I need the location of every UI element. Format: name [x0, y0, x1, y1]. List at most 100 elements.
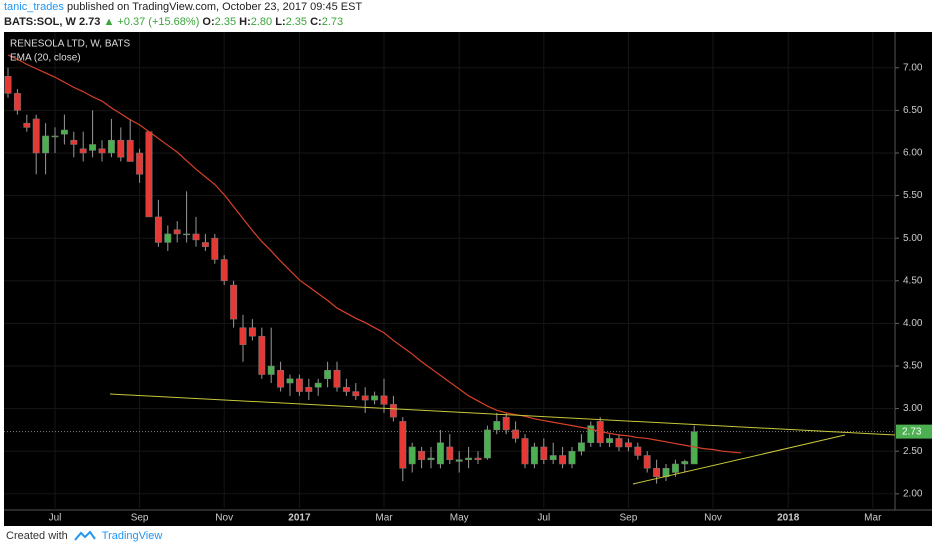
candle-body [13, 93, 21, 111]
candle-body [305, 387, 313, 392]
candle-body [173, 229, 181, 235]
candle-body [559, 455, 567, 465]
y-tick-label: 5.00 [903, 233, 923, 244]
y-tick-label: 4.00 [903, 318, 923, 329]
candle-body [446, 446, 454, 460]
candle-body [220, 259, 228, 282]
x-tick-label: Nov [215, 513, 233, 524]
candle-body [51, 135, 59, 138]
candle-body [530, 446, 538, 465]
x-tick-label: 2018 [777, 513, 800, 524]
y-tick-label: 5.50 [903, 190, 923, 201]
candle-body [380, 395, 388, 405]
open-label: O: [202, 16, 215, 28]
chart-background [4, 32, 932, 526]
trendline [632, 434, 846, 485]
y-tick-label: 2.50 [903, 446, 923, 457]
last: 2.73 [78, 16, 101, 28]
x-tick-label: Sep [131, 513, 149, 524]
header: tanic_trades published on TradingView.co… [4, 0, 362, 30]
candle-body [154, 216, 162, 243]
candle-body [79, 148, 87, 154]
candle-body [587, 425, 595, 443]
y-tick-label: 6.00 [903, 148, 923, 159]
candle-body [615, 438, 623, 448]
published: published on TradingView.com, October 23… [67, 1, 363, 13]
change: +0.37 (+15.68%) [117, 16, 200, 28]
candle-body [577, 442, 585, 452]
candle-body [681, 461, 689, 465]
candle-body [474, 457, 482, 460]
candle-body [32, 118, 40, 154]
candle-body [267, 365, 275, 375]
drawings [109, 393, 895, 485]
candle-body [352, 391, 360, 397]
candle-body [493, 421, 501, 431]
candle-body [239, 327, 247, 345]
candle-body [286, 378, 294, 384]
candle-body [624, 442, 632, 448]
x-tick-label: Sep [620, 513, 638, 524]
arrow: ▲ [103, 16, 115, 28]
plot [4, 32, 895, 510]
candle-body [436, 442, 444, 465]
candle-body [164, 233, 172, 243]
x-tick-label: Nov [704, 513, 722, 524]
candle-body [521, 438, 529, 465]
candle-body [606, 438, 614, 443]
candle-body [42, 135, 50, 154]
candle-body [418, 450, 426, 460]
y-tick-label: 3.50 [903, 361, 923, 372]
candle-body [399, 421, 407, 469]
publish-line: tanic_trades published on TradingView.co… [4, 0, 362, 15]
candle-body [653, 467, 661, 478]
candle-body [117, 139, 125, 158]
candle-body [4, 76, 12, 94]
candle-body [512, 429, 520, 439]
symbol: BATS:SOL, W [4, 16, 76, 28]
candle-body [258, 335, 266, 375]
candle-body [568, 450, 576, 465]
candle-body [23, 122, 31, 128]
x-tick-label: Mar [864, 513, 882, 524]
candle-body [230, 284, 238, 320]
legend-entry: EMA (20, close) [10, 53, 81, 64]
candle-body [295, 378, 303, 392]
y-tick-label: 7.00 [903, 62, 923, 73]
candle-body [314, 382, 322, 388]
candle-body [465, 457, 473, 460]
candle-body [361, 395, 369, 401]
symbol-line: BATS:SOL, W 2.73 ▲ +0.37 (+15.68%) O:2.3… [4, 15, 362, 30]
candle-body [333, 370, 341, 388]
high: 2.80 [250, 16, 273, 28]
candle-body [643, 455, 651, 469]
high-label: H: [239, 16, 251, 28]
author[interactable]: tanic_trades [4, 1, 64, 13]
candle-body [248, 327, 256, 337]
logo [74, 530, 96, 541]
candle-body [371, 395, 379, 401]
chart-title: RENESOLA LTD, W, BATS [10, 39, 131, 50]
y-tick-label: 3.00 [903, 403, 923, 414]
y-tick-label: 4.50 [903, 275, 923, 286]
candle-body [107, 139, 115, 154]
candle-body [342, 387, 350, 392]
candle-body [671, 463, 679, 473]
candle-body [89, 144, 97, 151]
candle-body [502, 416, 510, 431]
created-with: Created with [6, 530, 68, 542]
candle-body [211, 237, 219, 260]
x-tick-label: Jul [49, 513, 62, 524]
candle-body [549, 455, 557, 460]
low-label: L: [275, 16, 286, 28]
close: 2.73 [321, 16, 344, 28]
last-price-label: 2.73 [902, 426, 922, 437]
candle-body [201, 242, 209, 247]
candle-body [145, 131, 153, 218]
x-tick-label: May [450, 513, 469, 524]
candle-body [324, 370, 332, 380]
brand[interactable]: TradingView [101, 530, 163, 542]
y-tick-label: 2.00 [903, 488, 923, 499]
candle-body [540, 446, 548, 460]
